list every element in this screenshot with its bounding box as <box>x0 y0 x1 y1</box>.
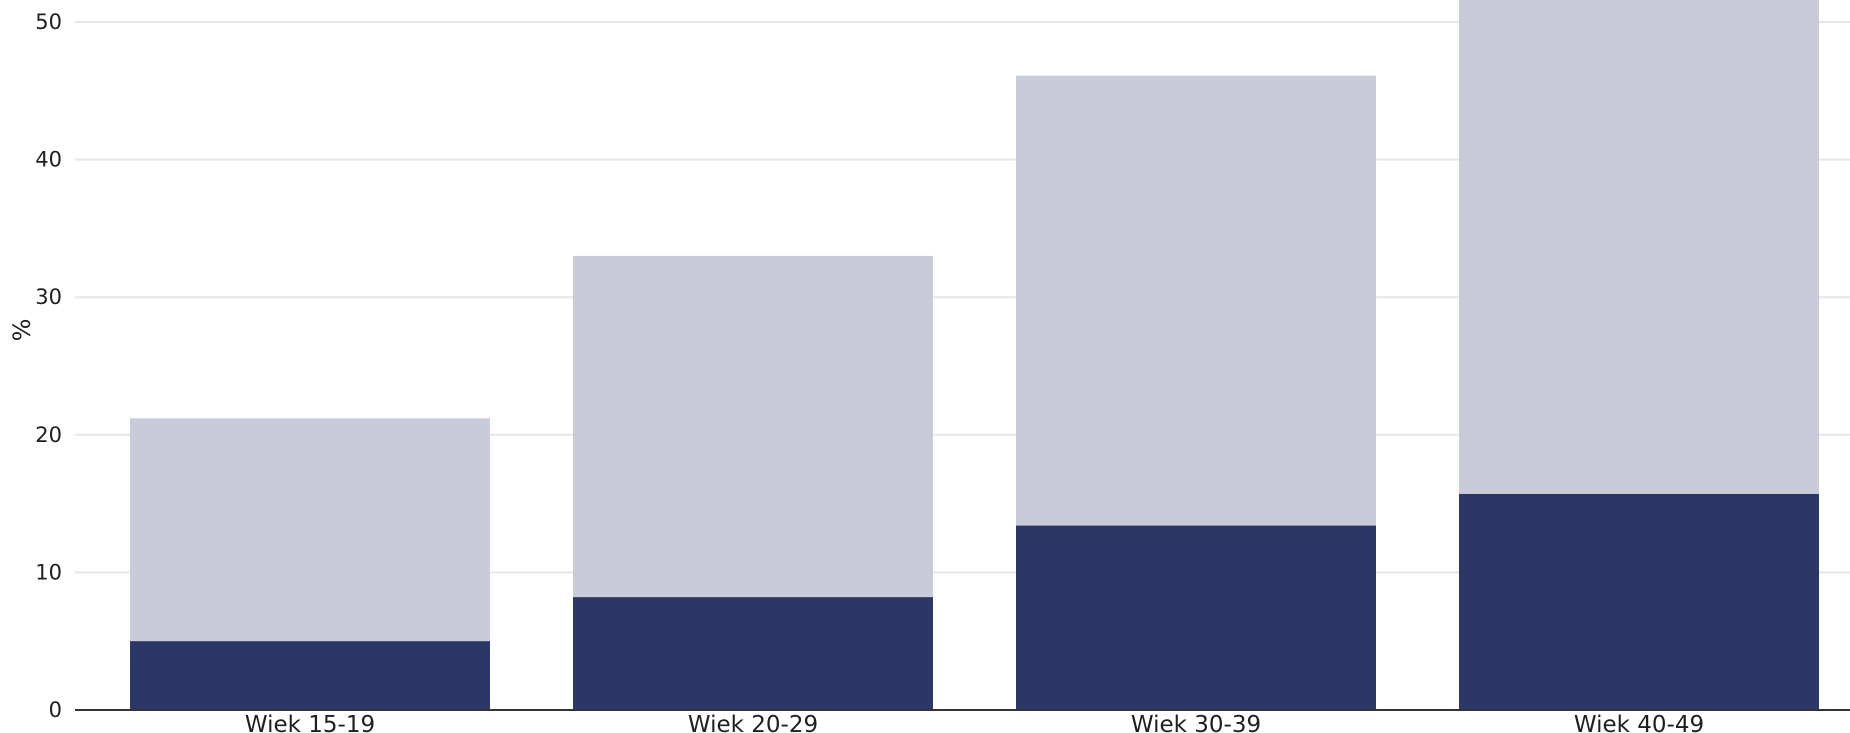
bar-foreground-series <box>1016 525 1376 710</box>
bar-foreground-series <box>1459 493 1819 710</box>
x-tick-label: Wiek 30-39 <box>1131 712 1261 733</box>
x-tick-label: Wiek 20-29 <box>688 712 818 733</box>
x-tick-label: Wiek 40-49 <box>1574 712 1704 733</box>
y-tick-label: 20 <box>35 423 62 447</box>
bar-foreground-series <box>573 597 933 710</box>
y-axis-ticks: 0 10 20 30 40 50 <box>35 10 62 722</box>
bar-foreground-series <box>130 641 490 710</box>
x-tick-label: Wiek 15-19 <box>245 712 375 733</box>
y-axis-title: % <box>8 319 36 342</box>
x-axis-labels: Wiek 15-19 Wiek 20-29 Wiek 30-39 Wiek 40-49 <box>245 712 1704 733</box>
y-tick-label: 30 <box>35 285 62 309</box>
y-tick-label: 10 <box>35 560 62 584</box>
y-tick-label: 0 <box>49 698 62 722</box>
bars <box>130 0 1819 711</box>
y-tick-label: 40 <box>35 148 62 172</box>
y-tick-label: 50 <box>35 10 62 34</box>
